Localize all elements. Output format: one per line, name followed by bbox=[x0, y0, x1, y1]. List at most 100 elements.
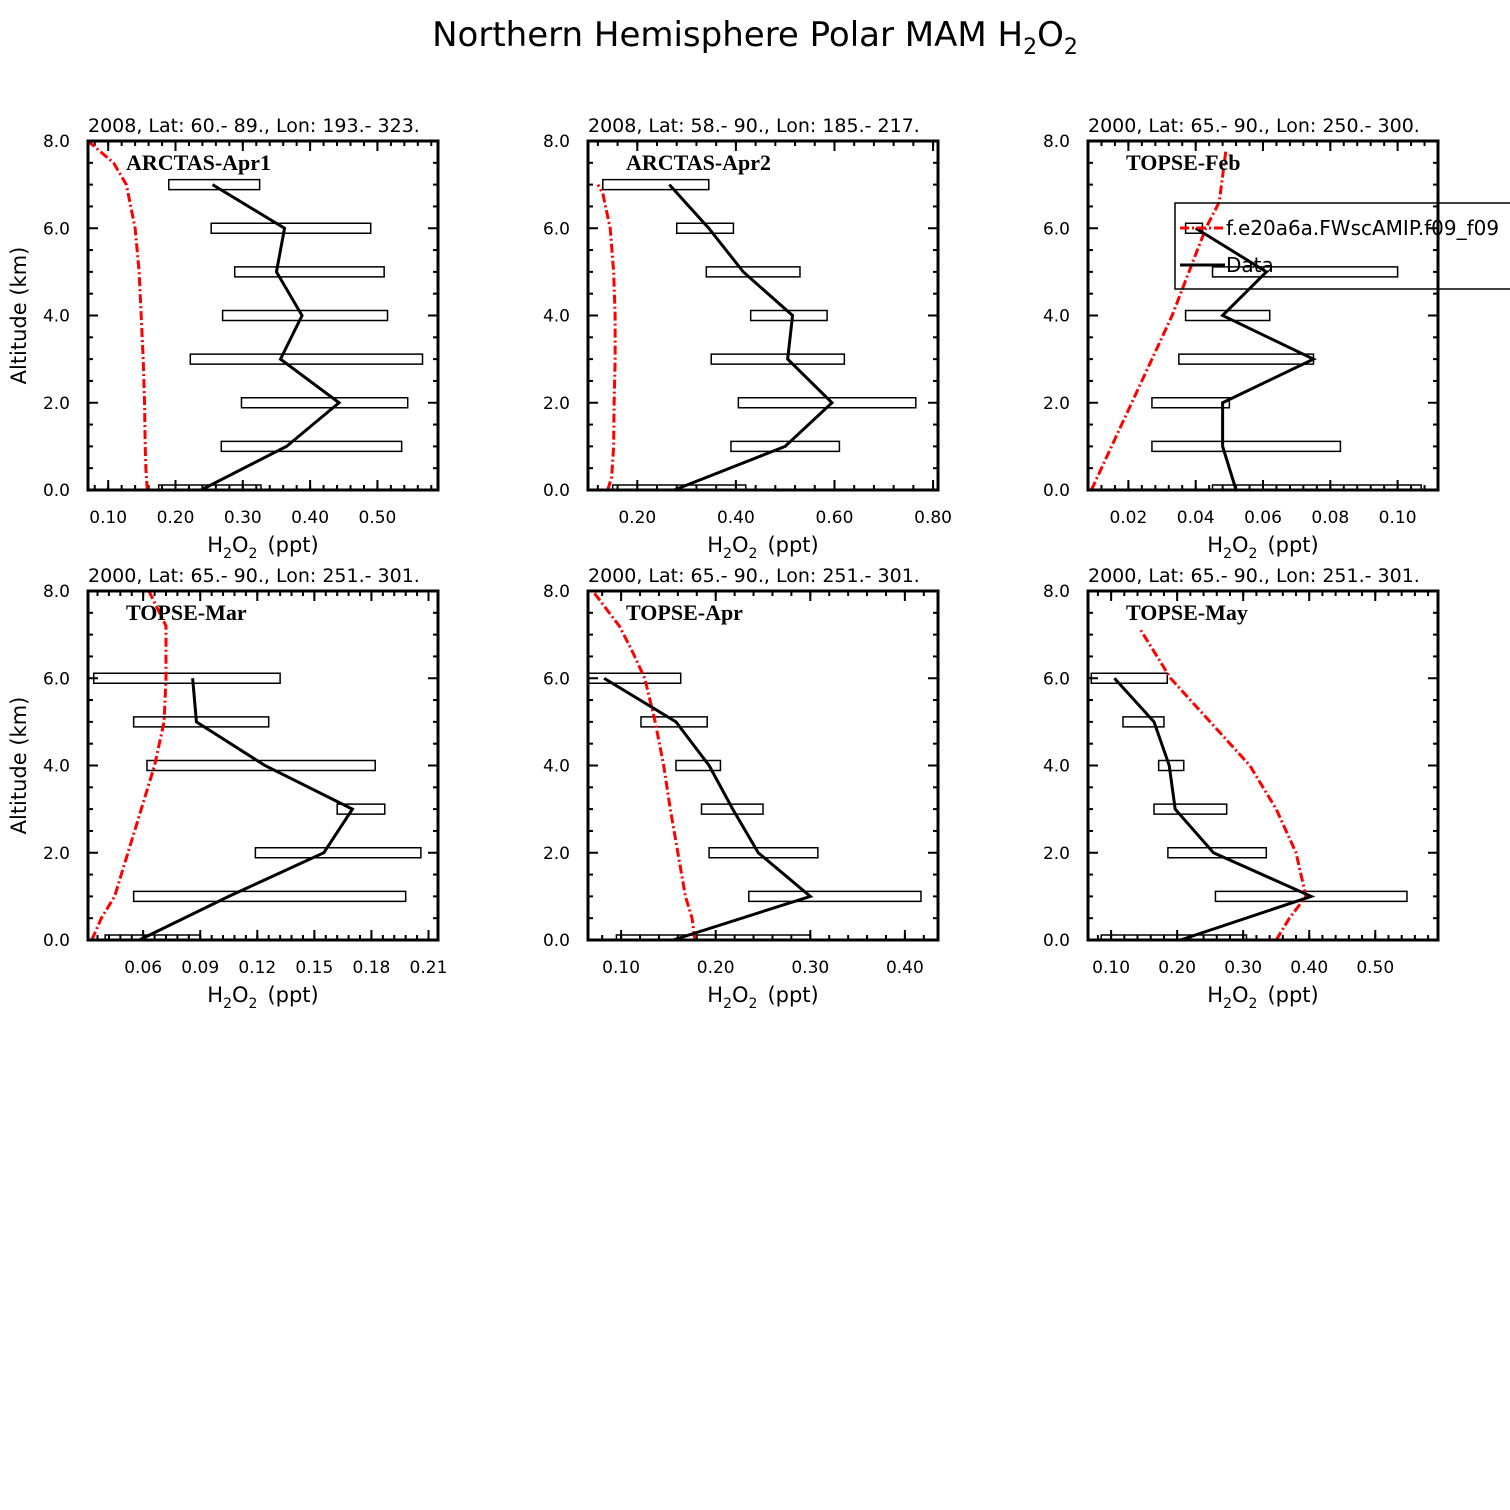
x-axis-label-part: 2 bbox=[1223, 996, 1232, 1012]
range-box bbox=[132, 890, 407, 903]
x-axis-label-part: O bbox=[1232, 983, 1249, 1007]
range-box bbox=[240, 397, 409, 409]
y-tick-label: 0.0 bbox=[543, 931, 570, 951]
y-tick-label: 4.0 bbox=[543, 307, 570, 327]
y-tick-label: 0.0 bbox=[1043, 481, 1070, 501]
x-tick-label: 0.30 bbox=[1224, 958, 1262, 978]
panel-header: 2000, Lat: 65.- 90., Lon: 250.- 300. bbox=[1088, 115, 1420, 137]
panel-header: 2000, Lat: 65.- 90., Lon: 251.- 301. bbox=[1088, 565, 1420, 587]
x-axis-label-part: H bbox=[1207, 983, 1223, 1007]
y-tick-label: 8.0 bbox=[543, 132, 570, 152]
range-box bbox=[1211, 484, 1422, 490]
title-main: Northern Hemisphere Polar MAM H bbox=[432, 15, 1023, 55]
model-line bbox=[596, 183, 617, 490]
y-tick-label: 2.0 bbox=[543, 394, 570, 414]
range-box bbox=[221, 309, 389, 322]
range-box bbox=[602, 178, 710, 191]
x-tick-label: 0.10 bbox=[1379, 508, 1417, 528]
range-box bbox=[640, 716, 708, 728]
x-tick-label: 0.20 bbox=[697, 958, 735, 978]
title-sub1: 2 bbox=[1023, 35, 1037, 60]
range-box bbox=[700, 803, 764, 815]
x-axis-label: H2O2 (ppt) bbox=[707, 533, 818, 562]
x-axis-label-part: O bbox=[732, 533, 749, 557]
x-axis-label-part: 2 bbox=[723, 996, 732, 1012]
plot-area bbox=[588, 591, 922, 940]
campaign-label: TOPSE-Feb bbox=[1126, 150, 1241, 175]
range-box bbox=[210, 222, 372, 234]
x-axis-label-part: H bbox=[707, 533, 723, 557]
y-tick-label: 0.0 bbox=[43, 481, 70, 501]
legend-model-label: f.e20a6a.FWscAMIP.f09_f09 bbox=[1226, 216, 1499, 240]
range-box bbox=[1090, 672, 1168, 684]
y-tick-label: 0.0 bbox=[543, 481, 570, 501]
x-tick-label: 0.40 bbox=[886, 958, 924, 978]
panels: 2008, Lat: 60.- 89., Lon: 193.- 323. 0.10… bbox=[7, 115, 1510, 1012]
range-box bbox=[168, 178, 261, 191]
range-box bbox=[1151, 440, 1342, 453]
x-tick-label: 0.12 bbox=[238, 958, 276, 978]
panel-header: 2000, Lat: 65.- 90., Lon: 251.- 301. bbox=[88, 565, 420, 587]
x-axis-label-part: O bbox=[732, 983, 749, 1007]
y-tick-label: 6.0 bbox=[1043, 219, 1070, 239]
range-box bbox=[1214, 890, 1408, 903]
x-tick-label: 0.20 bbox=[157, 508, 195, 528]
model-line bbox=[1090, 149, 1228, 490]
x-tick-label: 0.20 bbox=[1158, 958, 1196, 978]
plot-area bbox=[88, 141, 424, 490]
x-axis-label: H2O2 (ppt) bbox=[707, 983, 818, 1012]
y-tick-label: 4.0 bbox=[1043, 757, 1070, 777]
x-tick-label: 0.40 bbox=[717, 508, 755, 528]
plot-frame bbox=[586, 139, 940, 492]
y-tick-label: 8.0 bbox=[43, 582, 70, 602]
panel-6: 2000, Lat: 65.- 90., Lon: 251.- 301. 0.10… bbox=[1043, 565, 1440, 1012]
x-axis-label: H2O2 (ppt) bbox=[207, 983, 318, 1012]
x-axis-label: H2O2 (ppt) bbox=[1207, 983, 1318, 1012]
y-tick-label: 2.0 bbox=[543, 844, 570, 864]
y-tick-label: 2.0 bbox=[43, 394, 70, 414]
panel-3: 2000, Lat: 65.- 90., Lon: 250.- 300. 0.0 2… bbox=[1043, 115, 1510, 562]
panel-header: 2000, Lat: 65.- 90., Lon: 251.- 301. bbox=[588, 565, 920, 587]
campaign-label: ARCTAS-Apr1 bbox=[126, 150, 271, 175]
x-axis-label-part: (ppt) bbox=[1267, 983, 1318, 1007]
range-box bbox=[233, 266, 385, 278]
x-tick-label: 0.40 bbox=[1290, 958, 1328, 978]
x-axis-label-part: (ppt) bbox=[767, 533, 818, 557]
range-box bbox=[92, 672, 281, 684]
y-tick-label: 8.0 bbox=[43, 132, 70, 152]
range-box bbox=[1211, 266, 1399, 278]
plot-frame bbox=[1086, 139, 1440, 492]
y-tick-label: 0.0 bbox=[43, 931, 70, 951]
legend-data-label: Data bbox=[1226, 253, 1274, 277]
x-tick-label: 0.80 bbox=[914, 508, 952, 528]
plot-area bbox=[596, 178, 917, 490]
x-axis-label-part: H bbox=[707, 983, 723, 1007]
data-line bbox=[1194, 226, 1317, 490]
y-tick-label: 6.0 bbox=[1043, 669, 1070, 689]
panel-5: 2000, Lat: 65.- 90., Lon: 251.- 301. 0.10… bbox=[543, 565, 940, 1012]
title-sub2: 2 bbox=[1064, 35, 1078, 60]
x-tick-label: 0.30 bbox=[224, 508, 262, 528]
panel-header: 2008, Lat: 58.- 90., Lon: 185.- 217. bbox=[588, 115, 920, 137]
x-axis-label-part: 2 bbox=[1249, 546, 1258, 562]
data-line bbox=[138, 678, 355, 940]
y-tick-label: 4.0 bbox=[43, 757, 70, 777]
panel-header: 2008, Lat: 60.- 89., Lon: 193.- 323. bbox=[88, 115, 420, 137]
panel-1: 2008, Lat: 60.- 89., Lon: 193.- 323. 0.10… bbox=[7, 115, 440, 562]
x-tick-label: 0.20 bbox=[618, 508, 656, 528]
x-tick-label: 0.30 bbox=[791, 958, 829, 978]
data-line bbox=[603, 676, 814, 940]
range-box bbox=[705, 266, 801, 278]
panel-4: 2000, Lat: 65.- 90., Lon: 251.- 301.0.06… bbox=[7, 565, 447, 1012]
y-tick-label: 8.0 bbox=[543, 582, 570, 602]
x-tick-label: 0.08 bbox=[1311, 508, 1349, 528]
plot-frame bbox=[86, 139, 440, 492]
panel-2: 2008, Lat: 58.- 90., Lon: 185.- 217. 0.20… bbox=[543, 115, 952, 562]
x-tick-label: 0.60 bbox=[816, 508, 854, 528]
range-box bbox=[146, 759, 376, 772]
range-box bbox=[588, 672, 682, 684]
range-box bbox=[615, 934, 812, 940]
x-axis-label-part: (ppt) bbox=[267, 533, 318, 557]
campaign-label: TOPSE-Apr bbox=[626, 600, 743, 625]
